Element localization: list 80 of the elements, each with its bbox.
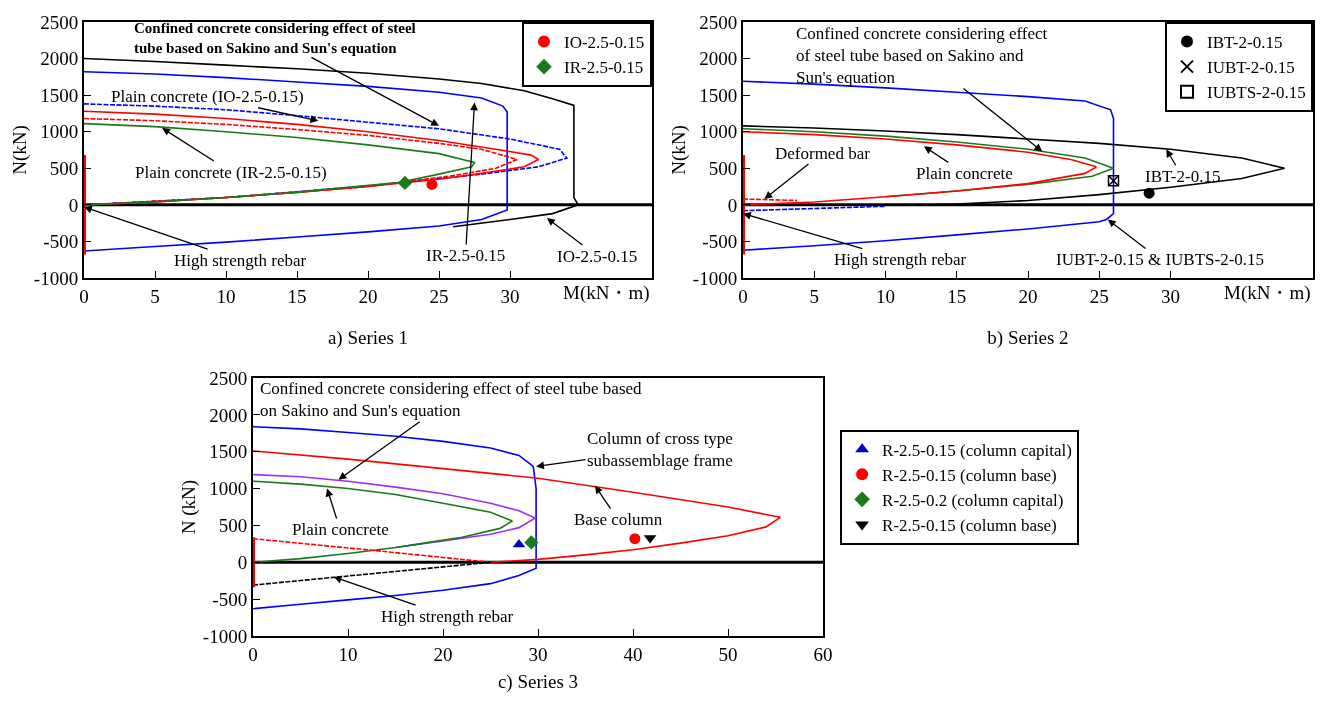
- annotation: IR-2.5-0.15: [426, 246, 506, 265]
- x-tick-label: 20: [1018, 285, 1038, 307]
- x-tick-label: 5: [809, 285, 819, 307]
- line-series: [253, 425, 537, 610]
- legend-label: R-2.5-0.15 (column base): [882, 465, 1057, 485]
- y-tick-label: 500: [49, 157, 79, 179]
- legend-label: IO-2.5-0.15: [564, 33, 645, 53]
- annotation: IBT-2-0.15: [1145, 167, 1221, 186]
- legend-label: R-2.5-0.15 (column capital): [882, 440, 1072, 460]
- x-tick-label: 25: [429, 285, 449, 307]
- x-tick-label: 30: [528, 643, 548, 665]
- y-tick-label: 2500: [209, 367, 248, 389]
- y-tick-label: -1000: [202, 625, 248, 647]
- line-series: [253, 480, 514, 564]
- annotation: IUBT-2-0.15 & IUBTS-2-0.15: [1056, 250, 1265, 269]
- y-axis-title: N (kN): [178, 479, 201, 535]
- y-tick-label: 2000: [40, 48, 79, 70]
- annotation: IO-2.5-0.15: [557, 247, 638, 266]
- x-tick-label: 40: [623, 643, 643, 665]
- annotation: Confined concrete considering effect of steel tube based on Sakino and Sun's equation: [260, 379, 643, 421]
- annotation: High strength rebar: [834, 250, 967, 269]
- x-tick-label: 30: [1161, 285, 1180, 307]
- text: a) Series 1: [327, 327, 409, 350]
- x-tick-label: 10: [216, 285, 236, 307]
- legend-label: IUBT-2-0.15: [1207, 58, 1295, 78]
- x-axis-title: M(kN・m): [563, 282, 650, 304]
- y-tick-label: 500: [218, 515, 248, 537]
- y-tick-label: 1500: [40, 84, 79, 106]
- legend-label: IR-2.5-0.15: [564, 58, 644, 78]
- legend-label: R-2.5-0.2 (column capital): [882, 490, 1064, 510]
- y-tick-label: -1000: [33, 267, 79, 289]
- annotation: Confined concrete considering effect of steel tube based on Sakino and Sun's equation: [134, 20, 416, 56]
- y-tick-label: 2500: [40, 11, 79, 33]
- y-tick-label: -500: [43, 231, 79, 253]
- y-tick-label: 1000: [699, 121, 738, 143]
- x-tick-label: 5: [150, 285, 160, 307]
- y-tick-label: 2000: [699, 48, 738, 70]
- x-tick-label: 60: [813, 643, 833, 665]
- text: b) Series 2: [987, 327, 1069, 350]
- x-tick-label: 10: [338, 643, 358, 665]
- y-tick-label: -500: [702, 231, 738, 253]
- legend-label: IUBTS-2-0.15: [1207, 83, 1306, 103]
- y-tick-label: -500: [212, 588, 248, 610]
- x-tick-label: 10: [876, 285, 895, 307]
- x-tick-label: 20: [433, 643, 453, 665]
- y-tick-label: 0: [68, 194, 79, 216]
- x-tick-label: 15: [947, 285, 967, 307]
- x-tick-label: 50: [718, 643, 738, 665]
- annotation: Plain concrete (IR-2.5-0.15): [135, 163, 327, 182]
- y-tick-label: 0: [237, 551, 248, 573]
- line-series: [743, 130, 1098, 206]
- y-tick-label: 2000: [209, 404, 248, 426]
- y-tick-label: 1500: [699, 84, 738, 106]
- annotation: Column of cross type subassemblage frame: [587, 429, 733, 471]
- y-tick-label: 2500: [699, 11, 738, 33]
- y-tick-label: 1000: [209, 478, 248, 500]
- y-tick-label: 1500: [209, 441, 248, 463]
- annotation: Base column: [574, 510, 663, 529]
- legend-label: IBT-2-0.15: [1207, 33, 1283, 53]
- legend-label: R-2.5-0.15 (column base): [882, 516, 1057, 536]
- y-tick-label: -1000: [692, 267, 738, 289]
- x-tick-label: 30: [500, 285, 520, 307]
- annotation: High strength rebar: [381, 607, 514, 626]
- annotation: High strength rebar: [174, 251, 307, 270]
- x-tick-label: 20: [358, 285, 378, 307]
- annotation: Deformed bar: [775, 144, 871, 163]
- y-axis-title: N(kN): [668, 125, 691, 175]
- text: c) Series 3: [497, 670, 579, 693]
- y-axis-title: N(kN): [9, 125, 32, 175]
- line-series: [253, 473, 536, 549]
- annotation: Plain concrete: [916, 164, 1013, 183]
- annotation: Plain concrete (IO-2.5-0.15): [111, 87, 304, 106]
- x-axis-title: M(kN・m): [1224, 282, 1311, 304]
- annotation: Plain concrete: [292, 520, 389, 539]
- y-tick-label: 500: [708, 157, 738, 179]
- y-tick-label: 0: [727, 194, 738, 216]
- x-tick-label: 15: [287, 285, 307, 307]
- annotation: Confined concrete considering effect of steel tube based on Sakino and Sun's equation: [796, 24, 1048, 88]
- x-tick-label: 25: [1089, 285, 1109, 307]
- y-tick-label: 1000: [40, 121, 79, 143]
